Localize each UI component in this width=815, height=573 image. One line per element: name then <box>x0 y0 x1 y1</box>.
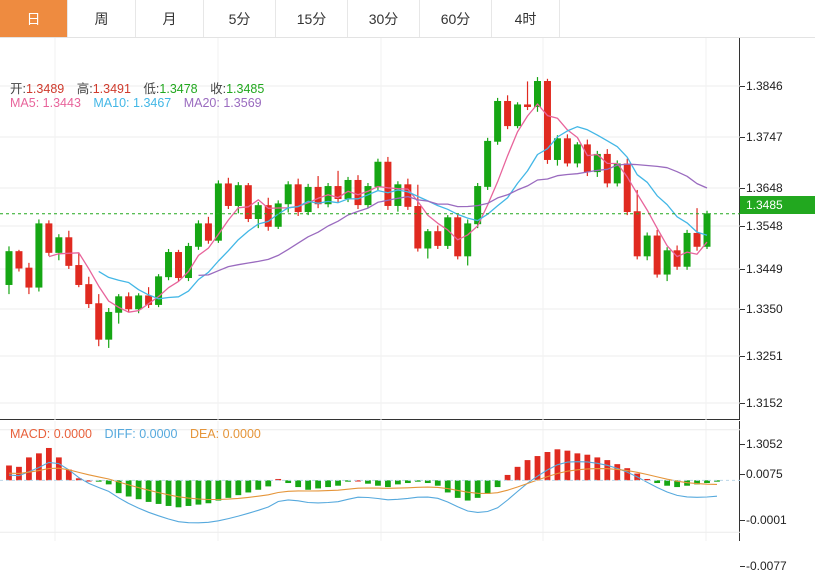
price-axis-tick <box>740 309 745 310</box>
macd-axis-label: -0.0001 <box>746 513 787 527</box>
price-axis-tick <box>740 444 745 445</box>
macd-axis-label: -0.0077 <box>746 559 787 573</box>
moving-average-legend: MA5: 1.3443 MA10: 1.3467 MA20: 1.3569 <box>10 96 271 110</box>
timeframe-tab-0[interactable]: 日 <box>0 0 68 37</box>
macd-axis-label: 0.0075 <box>746 467 783 481</box>
price-axis-tick <box>740 356 745 357</box>
price-axis-label: 1.3648 <box>746 181 783 195</box>
diff-label: DIFF: <box>104 427 136 441</box>
timeframe-tab-6[interactable]: 60分 <box>420 0 492 37</box>
price-candlestick-svg <box>0 38 740 420</box>
timeframe-tab-7[interactable]: 4时 <box>492 0 560 37</box>
price-axis-tick <box>740 226 745 227</box>
ma5-label: MA5: <box>10 96 40 110</box>
price-axis-label: 1.3747 <box>746 130 783 144</box>
price-axis-tick <box>740 403 745 404</box>
timeframe-toolbar[interactable]: 日周月 5分 15分 30分 60分 4时 <box>0 0 815 38</box>
price-axis-tick <box>740 86 745 87</box>
macd-axis-tick <box>740 474 745 475</box>
price-axis-tick <box>740 137 745 138</box>
timeframe-tab-4[interactable]: 15分 <box>276 0 348 37</box>
macd-axis-tick <box>740 520 745 521</box>
ma20-label: MA20: <box>183 96 220 110</box>
diff-value: 0.0000 <box>139 427 178 441</box>
low-label: 低: <box>143 82 160 96</box>
open-label: 开: <box>10 82 26 96</box>
ma20-value: 1.3569 <box>223 96 262 110</box>
toolbar-spacer <box>560 0 815 37</box>
low-value: 1.3478 <box>159 82 198 96</box>
timeframe-tab-2[interactable]: 月 <box>136 0 204 37</box>
price-axis-tick <box>740 188 745 189</box>
price-axis-label: 1.3350 <box>746 302 783 316</box>
high-value: 1.3491 <box>92 82 131 96</box>
macd-pane[interactable] <box>0 421 740 541</box>
ma10-label: MA10: <box>93 96 130 110</box>
price-axis-tick <box>740 269 745 270</box>
price-axis-label: 1.3152 <box>746 396 783 410</box>
timeframe-tab-3[interactable]: 5分 <box>204 0 276 37</box>
close-label: 收: <box>210 82 227 96</box>
macd-axis: 0.0075 -0.0001 -0.0077 <box>740 421 815 573</box>
macd-legend: MACD: 0.0000 DIFF: 0.0000 DEA: 0.0000 <box>10 427 270 441</box>
timeframe-tab-1[interactable]: 周 <box>68 0 136 37</box>
price-axis-label: 1.3846 <box>746 79 783 93</box>
high-label: 高: <box>76 82 93 96</box>
macd-value: 0.0000 <box>53 427 92 441</box>
price-axis-label: 1.3251 <box>746 349 783 363</box>
price-axis-label: 1.3548 <box>746 219 783 233</box>
ma10-value: 1.3467 <box>133 96 172 110</box>
current-price-badge: 1.3485 <box>740 195 815 214</box>
ma5-value: 1.3443 <box>42 96 81 110</box>
ohlc-legend: 开:1.3489 高:1.3491 低:1.3478 收:1.3485 <box>10 78 273 97</box>
close-value: 1.3485 <box>226 82 265 96</box>
macd-label: MACD: <box>10 427 51 441</box>
price-pane[interactable] <box>0 38 740 420</box>
open-value: 1.3489 <box>25 82 65 96</box>
chart-area[interactable]: 1.3846 1.3747 1.3648 1.3548 1.3449 1.3350 1.32… <box>0 38 815 573</box>
dea-label: DEA: <box>189 427 220 441</box>
timeframe-tab-5[interactable]: 30分 <box>348 0 420 37</box>
price-axis: 1.3846 1.3747 1.3648 1.3548 1.3449 1.3350 1.32… <box>740 38 815 451</box>
macd-axis-tick <box>740 566 745 567</box>
price-axis-label: 1.3449 <box>746 262 783 276</box>
price-axis-label: 1.3052 <box>746 437 783 451</box>
macd-indicator-svg <box>0 421 740 541</box>
dea-value: 0.0000 <box>222 427 261 441</box>
